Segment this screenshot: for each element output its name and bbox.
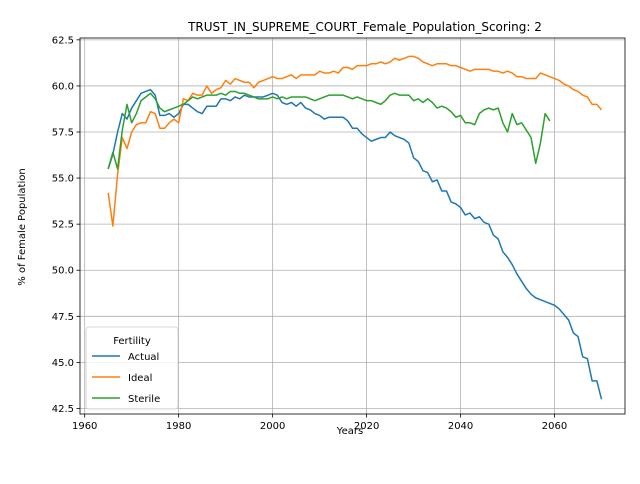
series-line-actual: [107, 88, 603, 400]
y-tick-label: 42.5: [52, 404, 74, 415]
chart-title: TRUST_IN_SUPREME_COURT_Female_Population…: [187, 20, 542, 34]
y-tick-label: 52.5: [52, 220, 74, 231]
ticks: 1960 1980 2000 2020 2040 2060 42.5 45.0 47.5 50.0…: [52, 35, 568, 432]
series-layer: [107, 55, 603, 400]
legend-label-sterile: Sterile: [128, 394, 160, 405]
series-line-ideal: [107, 55, 603, 227]
x-tick-label: 2000: [260, 421, 285, 432]
plot-frame: [79, 37, 626, 415]
x-tick-label: 2020: [354, 421, 379, 432]
y-tick-label: 62.5: [52, 35, 74, 46]
legend-title: Fertility: [113, 336, 151, 347]
x-tick-label: 1960: [72, 421, 97, 432]
x-tick-label: 2040: [448, 421, 473, 432]
x-axis-label: Years: [336, 426, 363, 437]
legend: Fertility Actual Ideal Sterile: [85, 326, 179, 410]
x-tick-label: 2060: [542, 421, 567, 432]
y-tick-label: 45.0: [52, 358, 74, 369]
y-tick-label: 50.0: [52, 266, 74, 277]
y-axis-label: % of Female Population: [17, 168, 28, 285]
legend-label-ideal: Ideal: [128, 373, 152, 384]
legend-label-actual: Actual: [128, 352, 159, 363]
x-tick-label: 1980: [166, 421, 191, 432]
y-tick-label: 55.0: [52, 174, 74, 185]
series-line-sterile: [107, 90, 551, 170]
legend-box: [85, 326, 179, 410]
y-tick-label: 57.5: [52, 128, 74, 139]
y-tick-label: 60.0: [52, 81, 74, 92]
y-tick-label: 47.5: [52, 312, 74, 323]
